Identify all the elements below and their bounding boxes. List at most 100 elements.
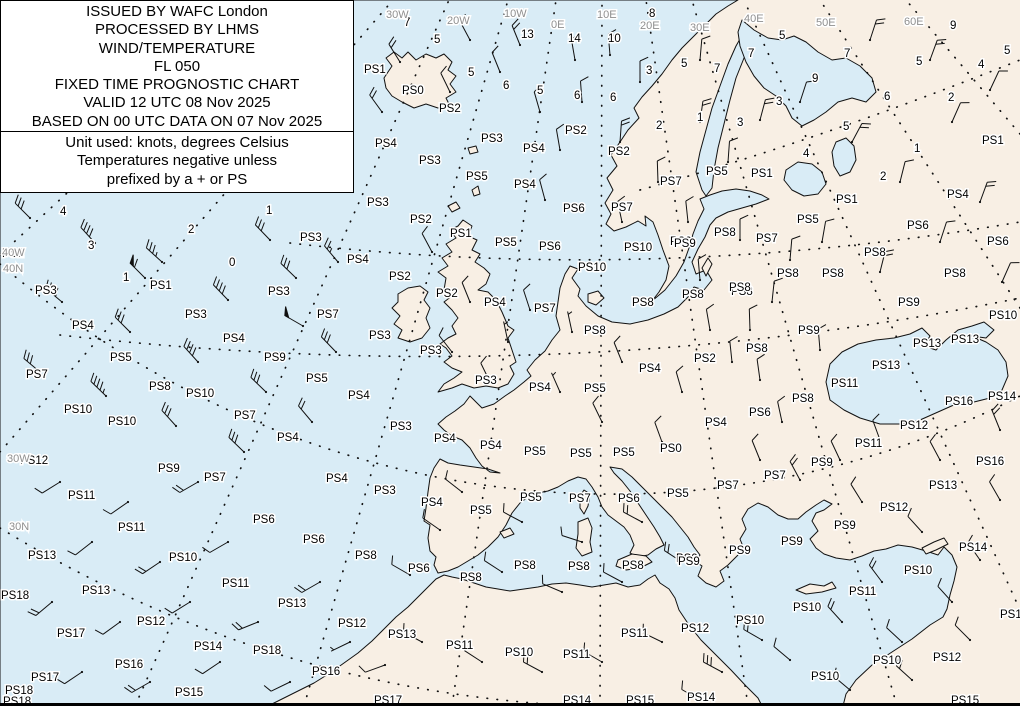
temperature-label: PS1 — [836, 194, 858, 206]
station-dot — [720, 670, 724, 674]
wind-barb — [94, 620, 122, 635]
barb-shaft — [654, 415, 663, 443]
temperature-label: PS5 — [570, 448, 592, 460]
temperature-label: 5 — [681, 58, 687, 70]
temperature-label: PS4 — [529, 382, 551, 394]
temperature-label: PS11 — [118, 522, 145, 534]
barb-shaft — [833, 667, 851, 691]
barb-shaft — [685, 196, 694, 223]
temperature-label: PS9 — [158, 463, 180, 475]
barb-shaft — [703, 653, 723, 673]
barb-shaft — [45, 279, 63, 303]
temperature-label: PS7 — [764, 470, 786, 482]
temperature-label: PS9 — [798, 325, 820, 337]
station-dot — [620, 220, 624, 224]
temperature-label: 7 — [748, 48, 754, 60]
temperature-label: PS8 — [792, 393, 814, 405]
graticule-label: 20W — [447, 15, 470, 27]
temperature-label: 4 — [803, 148, 810, 160]
station-dot — [438, 528, 442, 532]
barb-shaft — [358, 664, 386, 673]
barb-shaft — [480, 355, 491, 383]
temperature-label: PS8 — [822, 268, 844, 280]
barb-shaft — [727, 137, 739, 163]
wind-barb — [523, 283, 532, 312]
barb-shaft — [27, 601, 53, 616]
barb-shaft — [751, 433, 761, 461]
temperature-label: PS4 — [480, 440, 502, 452]
barb-shaft — [541, 574, 563, 593]
station-dot — [500, 570, 504, 574]
station-dot — [950, 600, 954, 604]
station-dot — [174, 424, 178, 428]
graticule-label: 30N — [9, 521, 29, 533]
barb-shaft — [23, 349, 41, 373]
cyprus — [921, 537, 949, 555]
wind-barb — [886, 618, 904, 644]
wind-barb — [748, 304, 758, 332]
barb-shaft — [388, 36, 401, 63]
temperature-label: PS16 — [115, 659, 143, 671]
wind-barb — [703, 653, 724, 674]
temperature-label: PS15 — [175, 687, 203, 699]
wind-barb — [868, 557, 884, 584]
station-dot — [50, 600, 54, 604]
iceland — [383, 51, 457, 109]
temperature-label: PS9 — [674, 238, 696, 250]
barb-shaft — [194, 661, 221, 675]
wind-barb — [280, 254, 298, 280]
wind-barbs-layer — [14, 14, 1020, 702]
barb-shaft — [254, 216, 271, 241]
negative-line: Temperatures negative unless — [76, 152, 278, 170]
wind-barb — [369, 86, 384, 114]
temperature-label: PS10 — [736, 615, 764, 627]
wind-barb — [938, 220, 956, 244]
sicily — [615, 553, 653, 571]
barb-shaft — [756, 353, 765, 381]
station-dot — [660, 440, 664, 444]
station-dot — [920, 530, 924, 534]
temperature-label: PS17 — [1000, 609, 1020, 621]
wind-barb — [697, 254, 707, 282]
wind-barb — [820, 218, 835, 244]
barb-shaft — [459, 14, 471, 41]
station-dot — [90, 540, 94, 544]
temperature-label: 3 — [88, 240, 94, 252]
temperature-label: PS2 — [389, 271, 411, 283]
barb-shaft — [56, 671, 83, 685]
temperature-label: PS12 — [933, 652, 961, 664]
barb-shaft — [872, 413, 881, 441]
station-dot — [226, 298, 230, 302]
temperature-label: 5 — [434, 34, 440, 46]
wind-barb — [294, 580, 322, 593]
station-dot — [538, 110, 542, 114]
wind-barb — [988, 70, 1008, 92]
station-dot — [334, 350, 338, 354]
bottom-border — [0, 703, 1020, 706]
barb-shaft — [705, 303, 715, 331]
barb-shaft — [613, 335, 623, 363]
prefix-line: prefixed by a + or PS — [106, 170, 248, 188]
temperature-label: PS8 — [514, 560, 536, 572]
barb-shaft — [869, 18, 886, 41]
barb-shaft — [789, 235, 801, 261]
temperature-label: PS10 — [578, 262, 606, 274]
temperature-label: PS18 — [1, 590, 29, 602]
wind-barb — [570, 33, 580, 62]
graticule-label: 40E — [744, 13, 764, 25]
barb-shaft — [161, 401, 177, 427]
station-dot — [620, 360, 624, 364]
temperature-label: PS3 — [268, 286, 290, 298]
temperature-label: PS4 — [347, 254, 369, 266]
wind-barb — [663, 541, 684, 564]
station-dot — [820, 240, 824, 244]
temperature-label: PS2 — [694, 353, 716, 365]
barb-shaft — [294, 581, 321, 593]
barb-shaft — [748, 304, 758, 331]
wind-barb — [895, 657, 914, 682]
station-dot — [380, 110, 384, 114]
wind-barb — [833, 667, 852, 692]
wind-barb — [937, 577, 954, 604]
temperature-label: PS2 — [410, 214, 432, 226]
